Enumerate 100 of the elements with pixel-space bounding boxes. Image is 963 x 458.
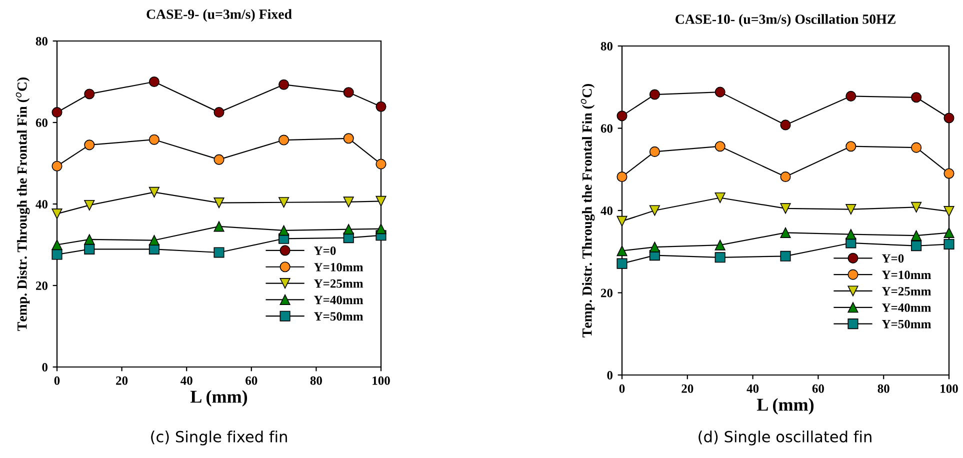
point [52,239,62,250]
y-tick-label: 40 [36,200,48,208]
point [714,240,726,250]
point [148,234,160,246]
x-axis-title: L (mm) [190,390,248,407]
x-tick-label: 0 [54,376,60,385]
point [846,141,856,152]
point [649,146,660,157]
point [214,154,224,165]
x-tick-label: 60 [246,376,258,385]
point [343,133,354,144]
y-tick-label: 20 [36,282,48,290]
point [148,134,160,145]
chart-title: CASE-10- (u=3m/s) Oscillation 50HZ [676,14,896,27]
point [278,225,290,236]
point [84,140,95,150]
point [148,76,160,88]
point [84,244,95,255]
point [214,197,224,208]
point [278,197,290,208]
y-tick-label: 80 [36,37,48,46]
point [911,240,922,252]
y-tick-label: 60 [36,118,48,127]
x-tick-label: 80 [310,376,322,385]
point [376,224,386,234]
x-tick-label: 20 [116,376,128,385]
y-axis-title: Temp. Distr. Through the Frontal Fin ($^{o}$C) [16,78,30,331]
point [148,186,160,198]
point [911,142,922,153]
x-tick-label: 100 [940,384,958,393]
y-tick-label: 20 [601,288,612,298]
point [780,250,791,262]
legend-label: Y=50mm [882,320,931,328]
legend-label: Y=10mm [882,270,931,280]
point [649,89,660,100]
point [343,87,354,98]
point [52,160,62,172]
point [52,208,62,220]
legend-label: Y=0 [314,246,336,255]
point [214,107,224,118]
legend-label: Y=50mm [314,312,364,321]
point [846,90,856,102]
point [846,204,856,215]
point [780,171,791,182]
x-tick-label: 20 [682,384,694,393]
legend-label: Y=0 [882,254,904,263]
y-tick-label: 60 [600,124,612,133]
point [214,247,224,258]
point [376,101,386,112]
point [214,221,224,232]
text: (c) Single fixed fin [151,430,287,446]
point [714,141,726,152]
point [616,258,628,269]
y-axis-title: Temp. Distr. Through the Frontal Fin ($^{o}$C) [580,84,595,338]
x-tick-label: 60 [812,384,824,393]
point [944,238,954,250]
legend-label: Y=40mm [882,303,931,312]
point [780,203,791,214]
x-tick-label: 0 [619,384,625,393]
point [714,252,726,263]
point [944,168,954,179]
text: (d) Single oscillated fin [698,430,872,446]
point [714,86,726,98]
point [278,134,290,146]
point [944,206,954,217]
legend-label: Y=10mm [314,262,364,272]
y-tick-label: 80 [600,42,612,50]
point [343,224,354,235]
point [343,196,354,208]
point [616,171,628,182]
point [616,216,628,226]
x-tick-label: 40 [746,384,759,393]
x-tick-label: 100 [372,376,390,385]
legend-label: Y=25mm [314,279,364,288]
legend-label: Y=40mm [314,296,364,304]
chart-title: CASE-9- (u=3m/s) Fixed [146,9,292,22]
y-tick-label: 40 [600,206,612,215]
point [376,158,386,170]
x-axis-title: L (mm) [756,398,814,415]
point [52,249,62,260]
point [780,120,791,130]
point [84,234,95,245]
point [84,200,95,211]
point [780,227,791,238]
point [649,205,660,216]
point [616,110,628,122]
point [84,88,95,100]
x-tick-label: 40 [180,376,192,385]
point [52,107,62,118]
point [911,202,922,212]
point [944,227,954,238]
y-tick-label: 0 [42,363,48,372]
point [944,112,954,124]
point [911,92,922,103]
point [616,246,628,256]
point [714,192,726,204]
legend-label: Y=25mm [882,287,931,296]
point [376,196,386,206]
point [911,230,922,241]
point [278,79,290,90]
